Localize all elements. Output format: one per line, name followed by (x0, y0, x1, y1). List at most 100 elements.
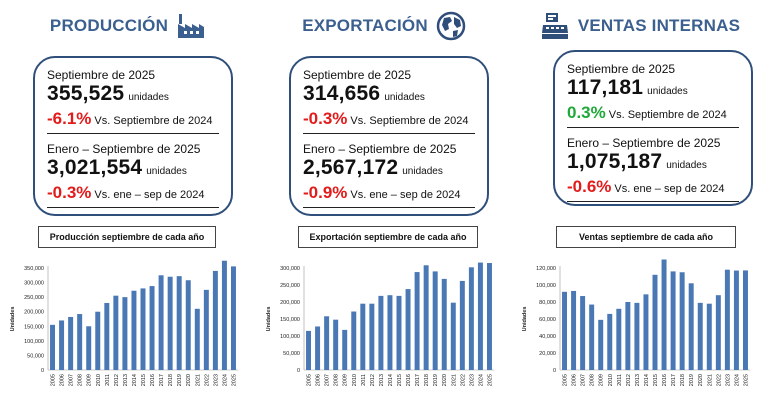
x-tick-label: 2014 (644, 374, 650, 386)
export-title: EXPORTACIÓN (302, 16, 428, 35)
bar-2015 (396, 295, 402, 370)
x-tick-label: 2008 (78, 374, 84, 386)
sales-card: Septiembre de 2025 117,181 unidades 0.3% V… (553, 50, 753, 206)
ytd-period: Enero – Septiembre de 2025 (567, 136, 721, 150)
ytd-period: Enero – Septiembre de 2025 (47, 142, 201, 156)
x-tick-label: 2022 (716, 374, 722, 386)
x-tick-label: 2018 (680, 374, 686, 386)
factory-icon (178, 14, 205, 38)
bar-2022 (203, 289, 209, 370)
x-tick-label: 2022 (460, 374, 466, 386)
ytd-value: 1,075,187 (567, 150, 663, 173)
x-tick-label: 2022 (204, 374, 210, 386)
month-value: 117,181 (567, 76, 644, 99)
production-chart: Unidades 0 50,000 100,000 150,000 200,000 250,… (10, 260, 238, 386)
y-tick-label: 200,000 (24, 310, 44, 316)
month-value: 355,525 (47, 82, 125, 105)
month-compare: Vs. Septiembre de 2024 (94, 115, 213, 127)
bar-2020 (697, 302, 703, 370)
x-tick-label: 2009 (87, 374, 93, 386)
bar-2010 (351, 311, 357, 370)
y-tick-label: 0 (553, 368, 556, 374)
bar-2020 (441, 278, 447, 370)
x-tick-label: 2021 (707, 374, 713, 386)
production-panel: PRODUCCIÓN Septiembre de 2025 355,525 uni… (0, 0, 256, 404)
bar-2008 (589, 304, 595, 370)
ytd-compare: Vs. ene – sep de 2024 (94, 189, 205, 201)
ytd-change: -0.3% (47, 183, 92, 202)
y-tick-label: 40,000 (539, 334, 556, 340)
sales-chart-title: Ventas septiembre de cada año (556, 226, 736, 248)
x-tick-label: 2007 (325, 374, 331, 386)
y-axis-label: Unidades (10, 307, 16, 332)
x-tick-label: 2023 (725, 374, 731, 386)
x-tick-label: 2005 (51, 374, 57, 386)
y-tick-label: 350,000 (24, 266, 44, 272)
x-tick-label: 2016 (406, 374, 412, 386)
bar-2015 (140, 288, 146, 370)
x-tick-label: 2006 (60, 374, 66, 386)
bar-2006 (315, 326, 321, 370)
x-tick-label: 2014 (388, 374, 394, 386)
bar-2010 (95, 311, 101, 370)
x-tick-label: 2020 (698, 374, 704, 386)
y-tick-label: 300,000 (24, 281, 44, 287)
globe-icon (436, 11, 466, 41)
sales-title: VENTAS INTERNAS (577, 16, 741, 35)
x-tick-label: 2013 (379, 374, 385, 386)
bar-2016 (149, 286, 155, 370)
x-tick-label: 2012 (114, 374, 120, 386)
month-period: Septiembre de 2025 (303, 68, 412, 82)
month-change: 0.3% (567, 103, 606, 122)
bar-2022 (459, 280, 465, 370)
bar-2024 (733, 270, 739, 370)
x-tick-label: 2024 (734, 374, 740, 386)
month-compare: Vs. Septiembre de 2024 (608, 109, 727, 121)
x-tick-label: 2020 (442, 374, 448, 386)
x-tick-label: 2017 (671, 374, 677, 386)
x-tick-label: 2025 (231, 374, 237, 386)
bar-2021 (450, 302, 456, 370)
bar-2019 (432, 271, 438, 370)
bar-2023 (724, 269, 730, 370)
ytd-value: 2,567,172 (303, 156, 399, 179)
bar-2019 (176, 276, 182, 370)
bar-2015 (652, 274, 658, 370)
y-tick-label: 0 (41, 368, 44, 374)
month-period: Septiembre de 2025 (567, 62, 676, 76)
bar-2017 (414, 272, 420, 370)
ytd-compare: Vs. ene – sep de 2024 (350, 189, 461, 201)
y-axis-label: Unidades (266, 307, 272, 332)
ytd-period: Enero – Septiembre de 2025 (303, 142, 457, 156)
y-tick-label: 100,000 (536, 283, 556, 289)
bar-2011 (360, 303, 366, 370)
bar-2025 (486, 263, 492, 370)
bar-2012 (113, 295, 119, 370)
bar-2017 (158, 275, 164, 370)
x-tick-label: 2006 (316, 374, 322, 386)
bar-2012 (625, 302, 631, 370)
y-tick-label: 300,000 (280, 266, 300, 272)
y-tick-label: 0 (297, 368, 300, 374)
bar-2018 (167, 276, 173, 370)
unit-label: unidades (402, 166, 443, 177)
unit-label: unidades (666, 160, 707, 171)
cash-register-icon (541, 13, 568, 39)
x-tick-label: 2021 (451, 374, 457, 386)
unit-label: unidades (384, 92, 425, 103)
x-tick-label: 2020 (186, 374, 192, 386)
bar-2005 (306, 330, 312, 370)
bar-2014 (387, 295, 393, 370)
x-tick-label: 2015 (397, 374, 403, 386)
y-tick-label: 80,000 (539, 300, 556, 306)
y-tick-label: 20,000 (539, 351, 556, 357)
bar-2013 (634, 302, 640, 370)
bar-2008 (77, 314, 83, 370)
x-tick-label: 2014 (132, 374, 138, 386)
x-tick-label: 2009 (343, 374, 349, 386)
production-card: Septiembre de 2025 355,525 unidades -6.1%… (33, 56, 233, 216)
sales-chart: Unidades 0 20,000 40,000 60,000 80,000 100,000… (522, 259, 750, 386)
x-tick-label: 2007 (69, 374, 75, 386)
export-chart: Unidades 0 50,000 100,000 150,000 200,000 250,… (266, 262, 494, 386)
bar-2017 (670, 271, 676, 370)
